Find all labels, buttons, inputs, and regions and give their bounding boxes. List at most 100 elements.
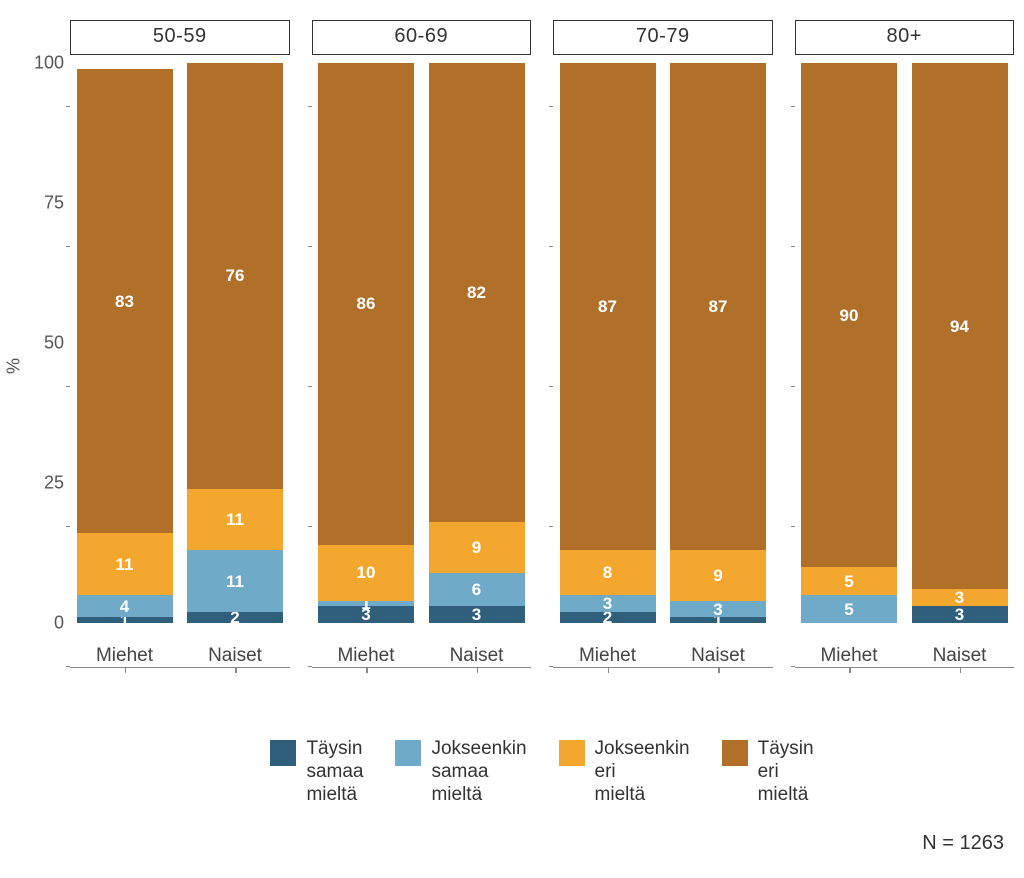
- x-axis-label: Naiset: [670, 645, 766, 667]
- stacked-bar: 13987: [670, 63, 766, 623]
- bar-segment: 2: [187, 612, 283, 623]
- bar-segment: 3: [429, 606, 525, 623]
- bar-value-label: 87: [598, 298, 617, 315]
- stacked-bar: 1 4 11 83: [77, 63, 173, 623]
- legend-swatch: [395, 740, 421, 766]
- bar-value-label: 86: [357, 295, 376, 312]
- y-axis-ticks: 0255075100: [24, 63, 64, 623]
- y-axis-tick: 50: [24, 333, 64, 354]
- bar-segment: 87: [560, 63, 656, 550]
- plot-area: 2388713987: [553, 63, 773, 623]
- bar-value-label: 9: [472, 539, 481, 556]
- facet-panel: 2388713987MiehetNaiset: [553, 63, 773, 668]
- bar-segment: 94: [912, 63, 1008, 589]
- x-axis-label: Miehet: [318, 645, 414, 667]
- chart-container: 50-5960-6970-7980+ % 0255075100 14118321…: [10, 20, 1014, 855]
- bar-value-label: 11: [226, 573, 244, 590]
- bar-value-label: 6: [472, 581, 481, 598]
- legend-label: Jokseenkin eri mieltä: [595, 738, 690, 806]
- bar-segment: 11: [187, 489, 283, 551]
- plot-row: % 0255075100 1411832111176MiehetNaiset31…: [10, 63, 1014, 668]
- bar-value-label: 82: [467, 284, 486, 301]
- legend-swatch: [559, 740, 585, 766]
- stacked-bar: 3 6 9 82: [429, 63, 525, 623]
- legend-swatch: [722, 740, 748, 766]
- legend-swatch: [270, 740, 296, 766]
- bar-segment: 90: [801, 63, 897, 567]
- bar-value-label: 11: [116, 556, 134, 573]
- stacked-bar: 311086: [318, 63, 414, 623]
- legend-item: Täysin eri mieltä: [722, 738, 814, 806]
- facet-panels: 1411832111176MiehetNaiset31108636982Mieh…: [70, 63, 1014, 668]
- facet-panel: 1 4 11 83 2 11 11 76 Miehet Naiset: [70, 63, 290, 668]
- legend-label: Täysin samaa mieltä: [306, 738, 363, 806]
- bar-value-label: 9: [713, 567, 722, 584]
- bar-segment: 76: [187, 63, 283, 489]
- y-axis-tick: 75: [24, 193, 64, 214]
- bar-segment: 3: [912, 606, 1008, 623]
- plot-area: 3 1 10 86 3 6 9 82: [312, 63, 532, 623]
- stacked-bar: 2 11 11 76: [187, 63, 283, 623]
- bar-segment: 86: [318, 63, 414, 545]
- bar-segment: 5: [801, 595, 897, 623]
- legend-item: Täysin samaa mieltä: [270, 738, 363, 806]
- y-axis-tick: 0: [24, 613, 64, 634]
- legend-label: Täysin eri mieltä: [758, 738, 814, 806]
- bar-value-label: 3: [955, 589, 964, 606]
- bar-segment: 11: [77, 533, 173, 595]
- x-axis-label: Miehet: [560, 645, 656, 667]
- bar-segment: 6: [429, 573, 525, 607]
- bar-value-label: 3: [603, 595, 612, 612]
- bar-value-label: 76: [226, 267, 245, 284]
- facet-label: 70-79: [553, 20, 773, 55]
- bar-value-label: 3: [955, 606, 964, 623]
- legend-item: Jokseenkin eri mieltä: [559, 738, 690, 806]
- y-axis-tick: 25: [24, 473, 64, 494]
- x-axis-label: Naiset: [187, 645, 283, 667]
- x-axis-label: Naiset: [429, 645, 525, 667]
- facet-label: 60-69: [312, 20, 532, 55]
- stacked-bar: 23 8 87: [560, 63, 656, 623]
- bar-value-label: 90: [840, 307, 859, 324]
- bar-segment: 9: [429, 522, 525, 572]
- y-axis-title: %: [4, 357, 25, 373]
- bar-value-label: 87: [709, 298, 728, 315]
- bar-segment: 3: [670, 601, 766, 618]
- bar-segment: 10: [318, 545, 414, 601]
- x-axis-label: Miehet: [801, 645, 897, 667]
- x-axis-labels: Miehet Naiset: [70, 645, 290, 667]
- facet-label: 80+: [795, 20, 1015, 55]
- bar-value-label: 83: [115, 293, 134, 310]
- bar-segment: 1: [77, 617, 173, 623]
- bar-value-label: 10: [357, 564, 376, 581]
- bar-segment: 8: [560, 550, 656, 595]
- y-axis: % 0255075100: [10, 63, 70, 668]
- bar-value-label: 5: [844, 573, 853, 590]
- stacked-bar: 33 94: [912, 63, 1008, 623]
- bar-value-label: 8: [603, 564, 612, 581]
- bar-segment: 2: [560, 612, 656, 623]
- bar-value-label: 3: [472, 606, 481, 623]
- facet-labels-row: 50-5960-6970-7980+: [10, 20, 1014, 63]
- bar-value-label: 4: [120, 598, 129, 615]
- bar-segment: 11: [187, 550, 283, 612]
- y-axis-tick: 100: [24, 53, 64, 74]
- bar-value-label: 3: [713, 601, 722, 618]
- facet-panel: 3 1 10 86 3 6 9 82 Miehet Naiset: [312, 63, 532, 668]
- facet-panel: 5 5 90 33 94 Miehet Naiset: [795, 63, 1015, 668]
- x-axis-labels: Miehet Naiset: [312, 645, 532, 667]
- bar-value-label: 11: [226, 511, 244, 528]
- bar-segment: 3: [560, 595, 656, 612]
- x-axis-label: Naiset: [912, 645, 1008, 667]
- bar-value-label: 5: [844, 601, 853, 618]
- bar-value-label: 94: [950, 318, 969, 335]
- x-axis-label: Miehet: [77, 645, 173, 667]
- legend: Täysin samaa mieltä Jokseenkin samaa miel…: [10, 738, 1014, 806]
- stacked-bar: 5 5 90: [801, 63, 897, 623]
- bar-segment: 9: [670, 550, 766, 600]
- bar-segment: 1: [318, 601, 414, 607]
- bar-segment: 3: [912, 589, 1008, 606]
- bar-segment: 87: [670, 63, 766, 550]
- x-axis-labels: Miehet Naiset: [553, 645, 773, 667]
- legend-label: Jokseenkin samaa mieltä: [431, 738, 526, 806]
